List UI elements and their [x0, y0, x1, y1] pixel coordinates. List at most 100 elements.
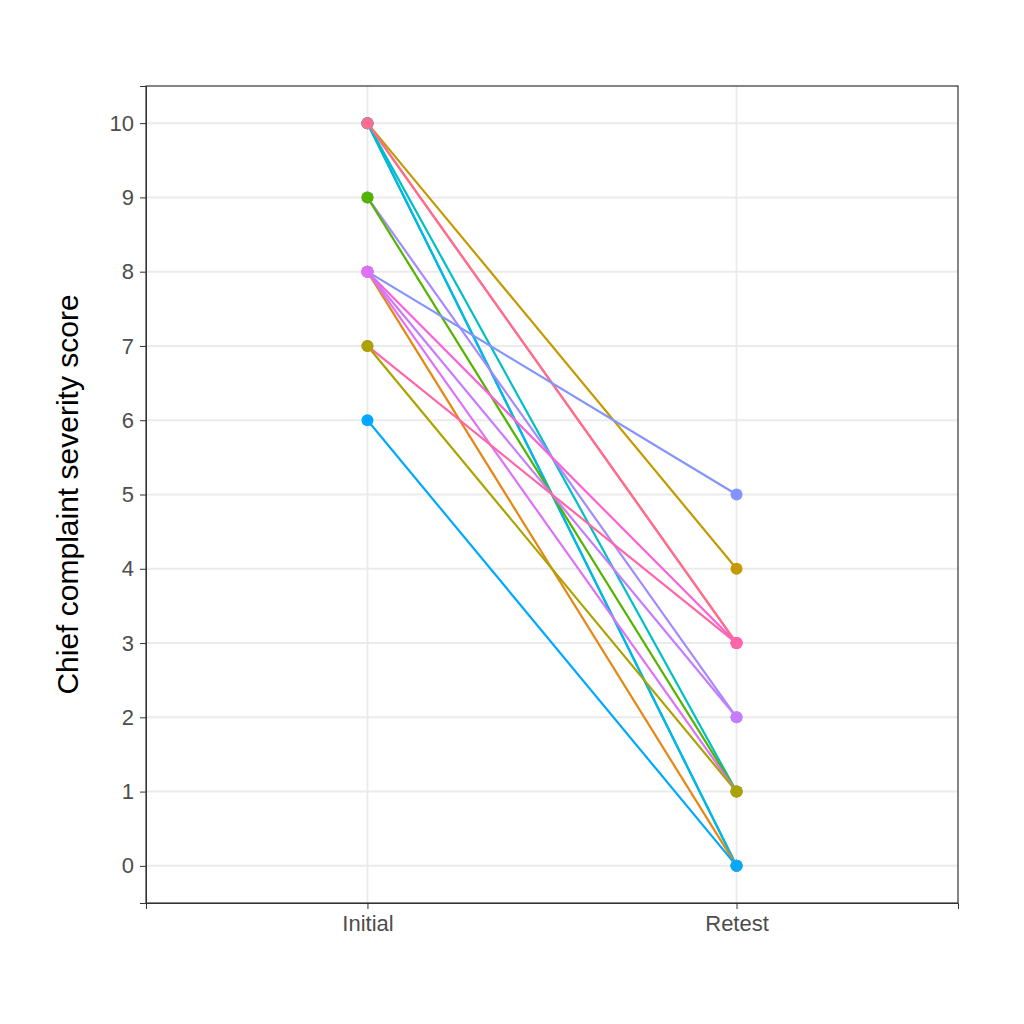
- series-line: [367, 123, 736, 866]
- tick: 2: [122, 705, 146, 730]
- point: [361, 117, 373, 129]
- tick-mark: [140, 346, 146, 347]
- tick-mark: [140, 569, 146, 570]
- plot: 0 1 2 3 4 5 6 7 8 9 10 Initial Retest: [110, 86, 959, 936]
- tick: 7: [122, 333, 146, 358]
- tick: 0: [122, 853, 146, 878]
- grid-line: [146, 196, 958, 198]
- tick-label: Initial: [342, 911, 393, 936]
- point: [361, 266, 373, 278]
- point: [731, 637, 743, 649]
- series-line: [367, 197, 736, 791]
- plot-background: [146, 86, 958, 903]
- series-line: [367, 272, 736, 718]
- point: [361, 117, 373, 129]
- series-line: [367, 346, 736, 792]
- tick-mark: [140, 420, 146, 421]
- point: [361, 340, 373, 352]
- point: [731, 489, 743, 501]
- chart: 0 1 2 3 4 5 6 7 8 9 10 Initial Retest Chief complaint…: [0, 0, 1024, 1024]
- point: [731, 637, 743, 649]
- tick-mark: [140, 866, 146, 867]
- point: [361, 191, 373, 203]
- axis-line: [147, 904, 959, 910]
- y-axis-title: Chief complaint severity score: [51, 294, 84, 694]
- series-line: [367, 346, 736, 643]
- series-line: [367, 272, 736, 866]
- point: [361, 117, 373, 129]
- tick-label: 5: [122, 482, 134, 507]
- series-line: [367, 123, 736, 643]
- point: [361, 266, 373, 278]
- y-axis: 0 1 2 3 4 5 6 7 8 9 10: [110, 87, 147, 904]
- series-line: [367, 123, 736, 569]
- point: [731, 860, 743, 872]
- point: [731, 786, 743, 798]
- grid-line: [146, 271, 958, 273]
- series-line: [367, 123, 736, 643]
- series-line: [367, 420, 736, 866]
- tick-mark: [140, 643, 146, 644]
- point: [361, 414, 373, 426]
- grid-line: [146, 716, 958, 718]
- tick-mark: [140, 272, 146, 273]
- grid: [146, 86, 958, 903]
- point: [361, 266, 373, 278]
- point: [361, 266, 373, 278]
- grid-line: [366, 86, 368, 903]
- tick-label: 7: [122, 333, 134, 358]
- tick: 4: [122, 556, 146, 581]
- tick-mark: [140, 792, 146, 793]
- tick: 5: [122, 482, 146, 507]
- tick: 3: [122, 631, 146, 656]
- tick-label: 9: [122, 185, 134, 210]
- point: [361, 117, 373, 129]
- tick-mark: [140, 197, 146, 198]
- tick-label: 1: [122, 779, 134, 804]
- tick-label: 3: [122, 631, 134, 656]
- point: [731, 637, 743, 649]
- tick: 8: [122, 259, 146, 284]
- series-line: [367, 123, 736, 866]
- point: [731, 786, 743, 798]
- tick: 9: [122, 185, 146, 210]
- tick: 10: [110, 111, 146, 136]
- tick-mark: [140, 123, 146, 124]
- tick-label: 10: [110, 111, 134, 136]
- tick: 6: [122, 408, 146, 433]
- tick-mark: [367, 903, 368, 909]
- grid-line: [146, 865, 958, 867]
- tick-mark: [140, 717, 146, 718]
- series-line: [367, 272, 736, 792]
- point: [731, 711, 743, 723]
- series-line: [367, 272, 736, 643]
- point: [731, 860, 743, 872]
- tick: Initial: [342, 903, 393, 936]
- point: [361, 117, 373, 129]
- tick-label: 0: [122, 853, 134, 878]
- series-line: [367, 272, 736, 495]
- series-line: [367, 123, 736, 791]
- point: [361, 266, 373, 278]
- tick-mark: [140, 495, 146, 496]
- tick-label: 6: [122, 408, 134, 433]
- point: [731, 786, 743, 798]
- point: [731, 786, 743, 798]
- grid-line: [146, 122, 958, 124]
- point: [361, 340, 373, 352]
- series-line: [367, 197, 736, 717]
- point: [731, 711, 743, 723]
- tick-mark: [737, 903, 738, 909]
- tick: Retest: [705, 903, 769, 936]
- tick-label: 8: [122, 259, 134, 284]
- point: [731, 860, 743, 872]
- tick-label: 2: [122, 705, 134, 730]
- tick-label: Retest: [705, 911, 769, 936]
- axis-line: [140, 87, 147, 904]
- tick: 1: [122, 779, 146, 804]
- point: [731, 563, 743, 575]
- point: [361, 117, 373, 129]
- grid-line: [146, 791, 958, 793]
- marks: [361, 117, 742, 872]
- point: [731, 637, 743, 649]
